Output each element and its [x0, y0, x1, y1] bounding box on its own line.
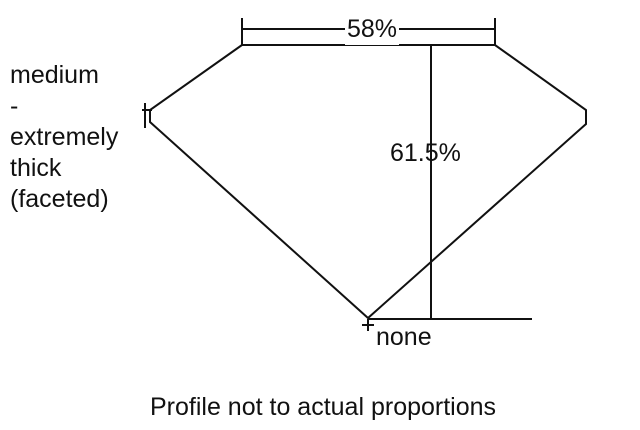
girdle-label-line: medium	[10, 61, 99, 89]
girdle-label: medium - extremely thick (faceted)	[10, 60, 118, 215]
culet-label: none	[376, 323, 432, 351]
diamond-outline	[149, 44, 587, 320]
caption: Profile not to actual proportions	[150, 393, 497, 421]
girdle-label-line: (faceted)	[10, 185, 109, 213]
girdle-label-line: -	[10, 92, 19, 120]
girdle-label-line: extremely	[10, 123, 119, 151]
depth-percent-label: 61.5%	[390, 139, 461, 167]
girdle-label-line: thick	[10, 154, 62, 182]
table-percent-label: 58%	[345, 14, 400, 45]
